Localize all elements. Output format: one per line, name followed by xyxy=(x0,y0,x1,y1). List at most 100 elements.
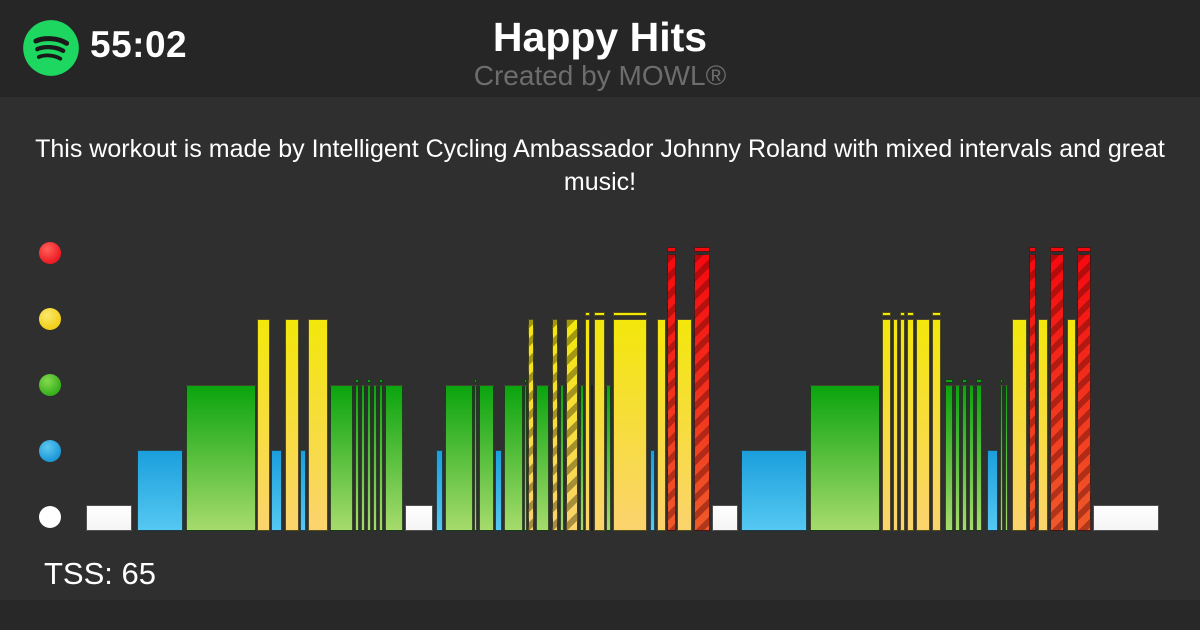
interval-bar-green xyxy=(504,385,523,531)
interval-bar-white xyxy=(405,505,433,531)
interval-bar-yellow xyxy=(1038,319,1048,531)
interval-bar-green xyxy=(560,385,564,531)
interval-bar-green xyxy=(606,385,611,531)
interval-bar-yellow xyxy=(916,319,930,531)
interval-cap xyxy=(1029,247,1036,252)
interval-bar-blue xyxy=(495,450,502,531)
legend-dot-yellow xyxy=(39,308,61,330)
interval-bar-blue xyxy=(987,450,998,531)
interval-bar-yellow xyxy=(882,319,891,531)
interval-bar-blue xyxy=(650,450,655,531)
interval-bar-yellow xyxy=(308,319,328,531)
interval-bar-yellow xyxy=(1012,319,1027,531)
interval-bar-yellow xyxy=(657,319,666,531)
interval-cap xyxy=(1050,247,1064,252)
interval-cap xyxy=(355,379,359,383)
interval-bar-yellow xyxy=(932,319,941,531)
spotify-icon[interactable] xyxy=(22,19,80,77)
interval-bar-red_striped xyxy=(1077,254,1091,531)
interval-bar-blue xyxy=(741,450,807,531)
header-bar: 55:02 Happy Hits Created by MOWL® xyxy=(0,0,1200,97)
interval-cap xyxy=(379,379,383,383)
interval-cap xyxy=(594,312,605,316)
interval-bar-green xyxy=(186,385,256,531)
interval-bar-green xyxy=(536,385,549,531)
duration-text: 55:02 xyxy=(90,24,188,65)
interval-bar-green xyxy=(1000,385,1003,531)
interval-cap xyxy=(900,312,905,316)
interval-bar-green xyxy=(479,385,494,531)
interval-bar-green xyxy=(955,385,960,531)
legend-dot-blue xyxy=(39,440,61,462)
interval-bar-yellow xyxy=(594,319,605,531)
interval-cap xyxy=(524,379,527,383)
interval-cap xyxy=(932,312,941,316)
interval-cap xyxy=(694,247,710,252)
interval-bar-blue xyxy=(300,450,306,531)
interval-bar-blue xyxy=(137,450,183,531)
interval-cap xyxy=(907,312,914,316)
interval-bar-yellow xyxy=(257,319,270,531)
interval-bar-yellow xyxy=(907,319,914,531)
interval-bar-green xyxy=(385,385,403,531)
interval-bar-green xyxy=(445,385,473,531)
workout-description: This workout is made by Intelligent Cycl… xyxy=(35,135,1165,196)
interval-bar-yellow xyxy=(585,319,590,531)
interval-bar-green xyxy=(969,385,974,531)
interval-bar-red_striped xyxy=(667,254,676,531)
interval-bar-green xyxy=(355,385,359,531)
interval-cap xyxy=(613,312,647,316)
interval-bar-green xyxy=(1005,385,1008,531)
legend-dot-red xyxy=(39,242,61,264)
interval-bar-yellow xyxy=(900,319,905,531)
interval-bar-red_striped xyxy=(1029,254,1036,531)
interval-cap xyxy=(945,379,953,383)
footer-bar xyxy=(0,600,1200,630)
interval-bar-green xyxy=(474,385,477,531)
interval-bar-yellow xyxy=(285,319,299,531)
interval-cap xyxy=(1077,247,1091,252)
legend-dot-white xyxy=(39,506,61,528)
interval-bar-red_striped xyxy=(1050,254,1064,531)
interval-bar-white xyxy=(1093,505,1159,531)
interval-cap xyxy=(1000,379,1003,383)
legend-dot-green xyxy=(39,374,61,396)
interval-cap xyxy=(474,379,477,383)
workout-chart xyxy=(86,240,1159,531)
interval-bar-green xyxy=(361,385,365,531)
interval-bar-yellow xyxy=(1067,319,1076,531)
spotify-arcs xyxy=(33,36,70,61)
interval-bar-green xyxy=(373,385,377,531)
interval-bar-green xyxy=(976,385,982,531)
interval-bar-yellow xyxy=(613,319,647,531)
interval-bar-white xyxy=(712,505,738,531)
interval-cap xyxy=(976,379,982,383)
interval-bar-green xyxy=(580,385,584,531)
interval-bar-blue xyxy=(271,450,282,531)
zone-legend xyxy=(39,0,61,630)
interval-bar-green xyxy=(379,385,383,531)
interval-bar-yellow_striped xyxy=(528,319,534,531)
interval-cap xyxy=(962,379,967,383)
interval-bar-green xyxy=(962,385,967,531)
interval-bar-yellow_striped xyxy=(566,319,578,531)
page-title: Happy Hits xyxy=(492,14,708,60)
interval-bar-green xyxy=(367,385,371,531)
creator-subtitle: Created by MOWL® xyxy=(473,60,727,91)
interval-bar-green xyxy=(330,385,353,531)
interval-bar-green xyxy=(591,385,593,531)
tss-label: TSS: 65 xyxy=(44,556,156,591)
interval-cap xyxy=(667,247,676,252)
interval-bar-yellow_striped xyxy=(552,319,558,531)
interval-bar-blue xyxy=(436,450,443,531)
interval-cap xyxy=(367,379,371,383)
interval-bar-green xyxy=(524,385,527,531)
interval-bar-yellow xyxy=(893,319,898,531)
interval-bar-white xyxy=(86,505,132,531)
interval-bar-red_striped xyxy=(694,254,710,531)
interval-cap xyxy=(585,312,590,316)
interval-bar-yellow xyxy=(677,319,692,531)
interval-bar-green xyxy=(810,385,880,531)
interval-cap xyxy=(882,312,891,316)
